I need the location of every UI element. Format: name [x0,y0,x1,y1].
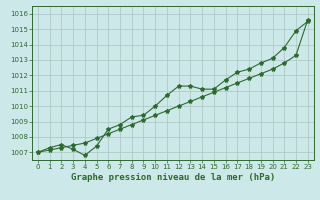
X-axis label: Graphe pression niveau de la mer (hPa): Graphe pression niveau de la mer (hPa) [71,173,275,182]
